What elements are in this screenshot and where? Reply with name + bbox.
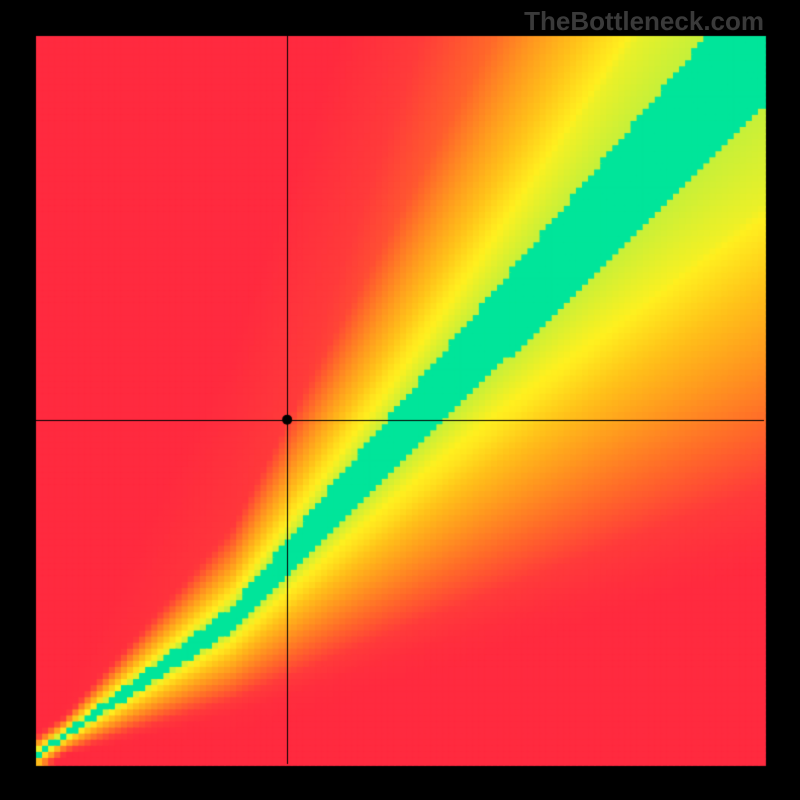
bottleneck-heatmap (0, 0, 800, 800)
watermark-text: TheBottleneck.com (524, 6, 764, 37)
chart-container: { "watermark": { "text": "TheBottleneck.… (0, 0, 800, 800)
